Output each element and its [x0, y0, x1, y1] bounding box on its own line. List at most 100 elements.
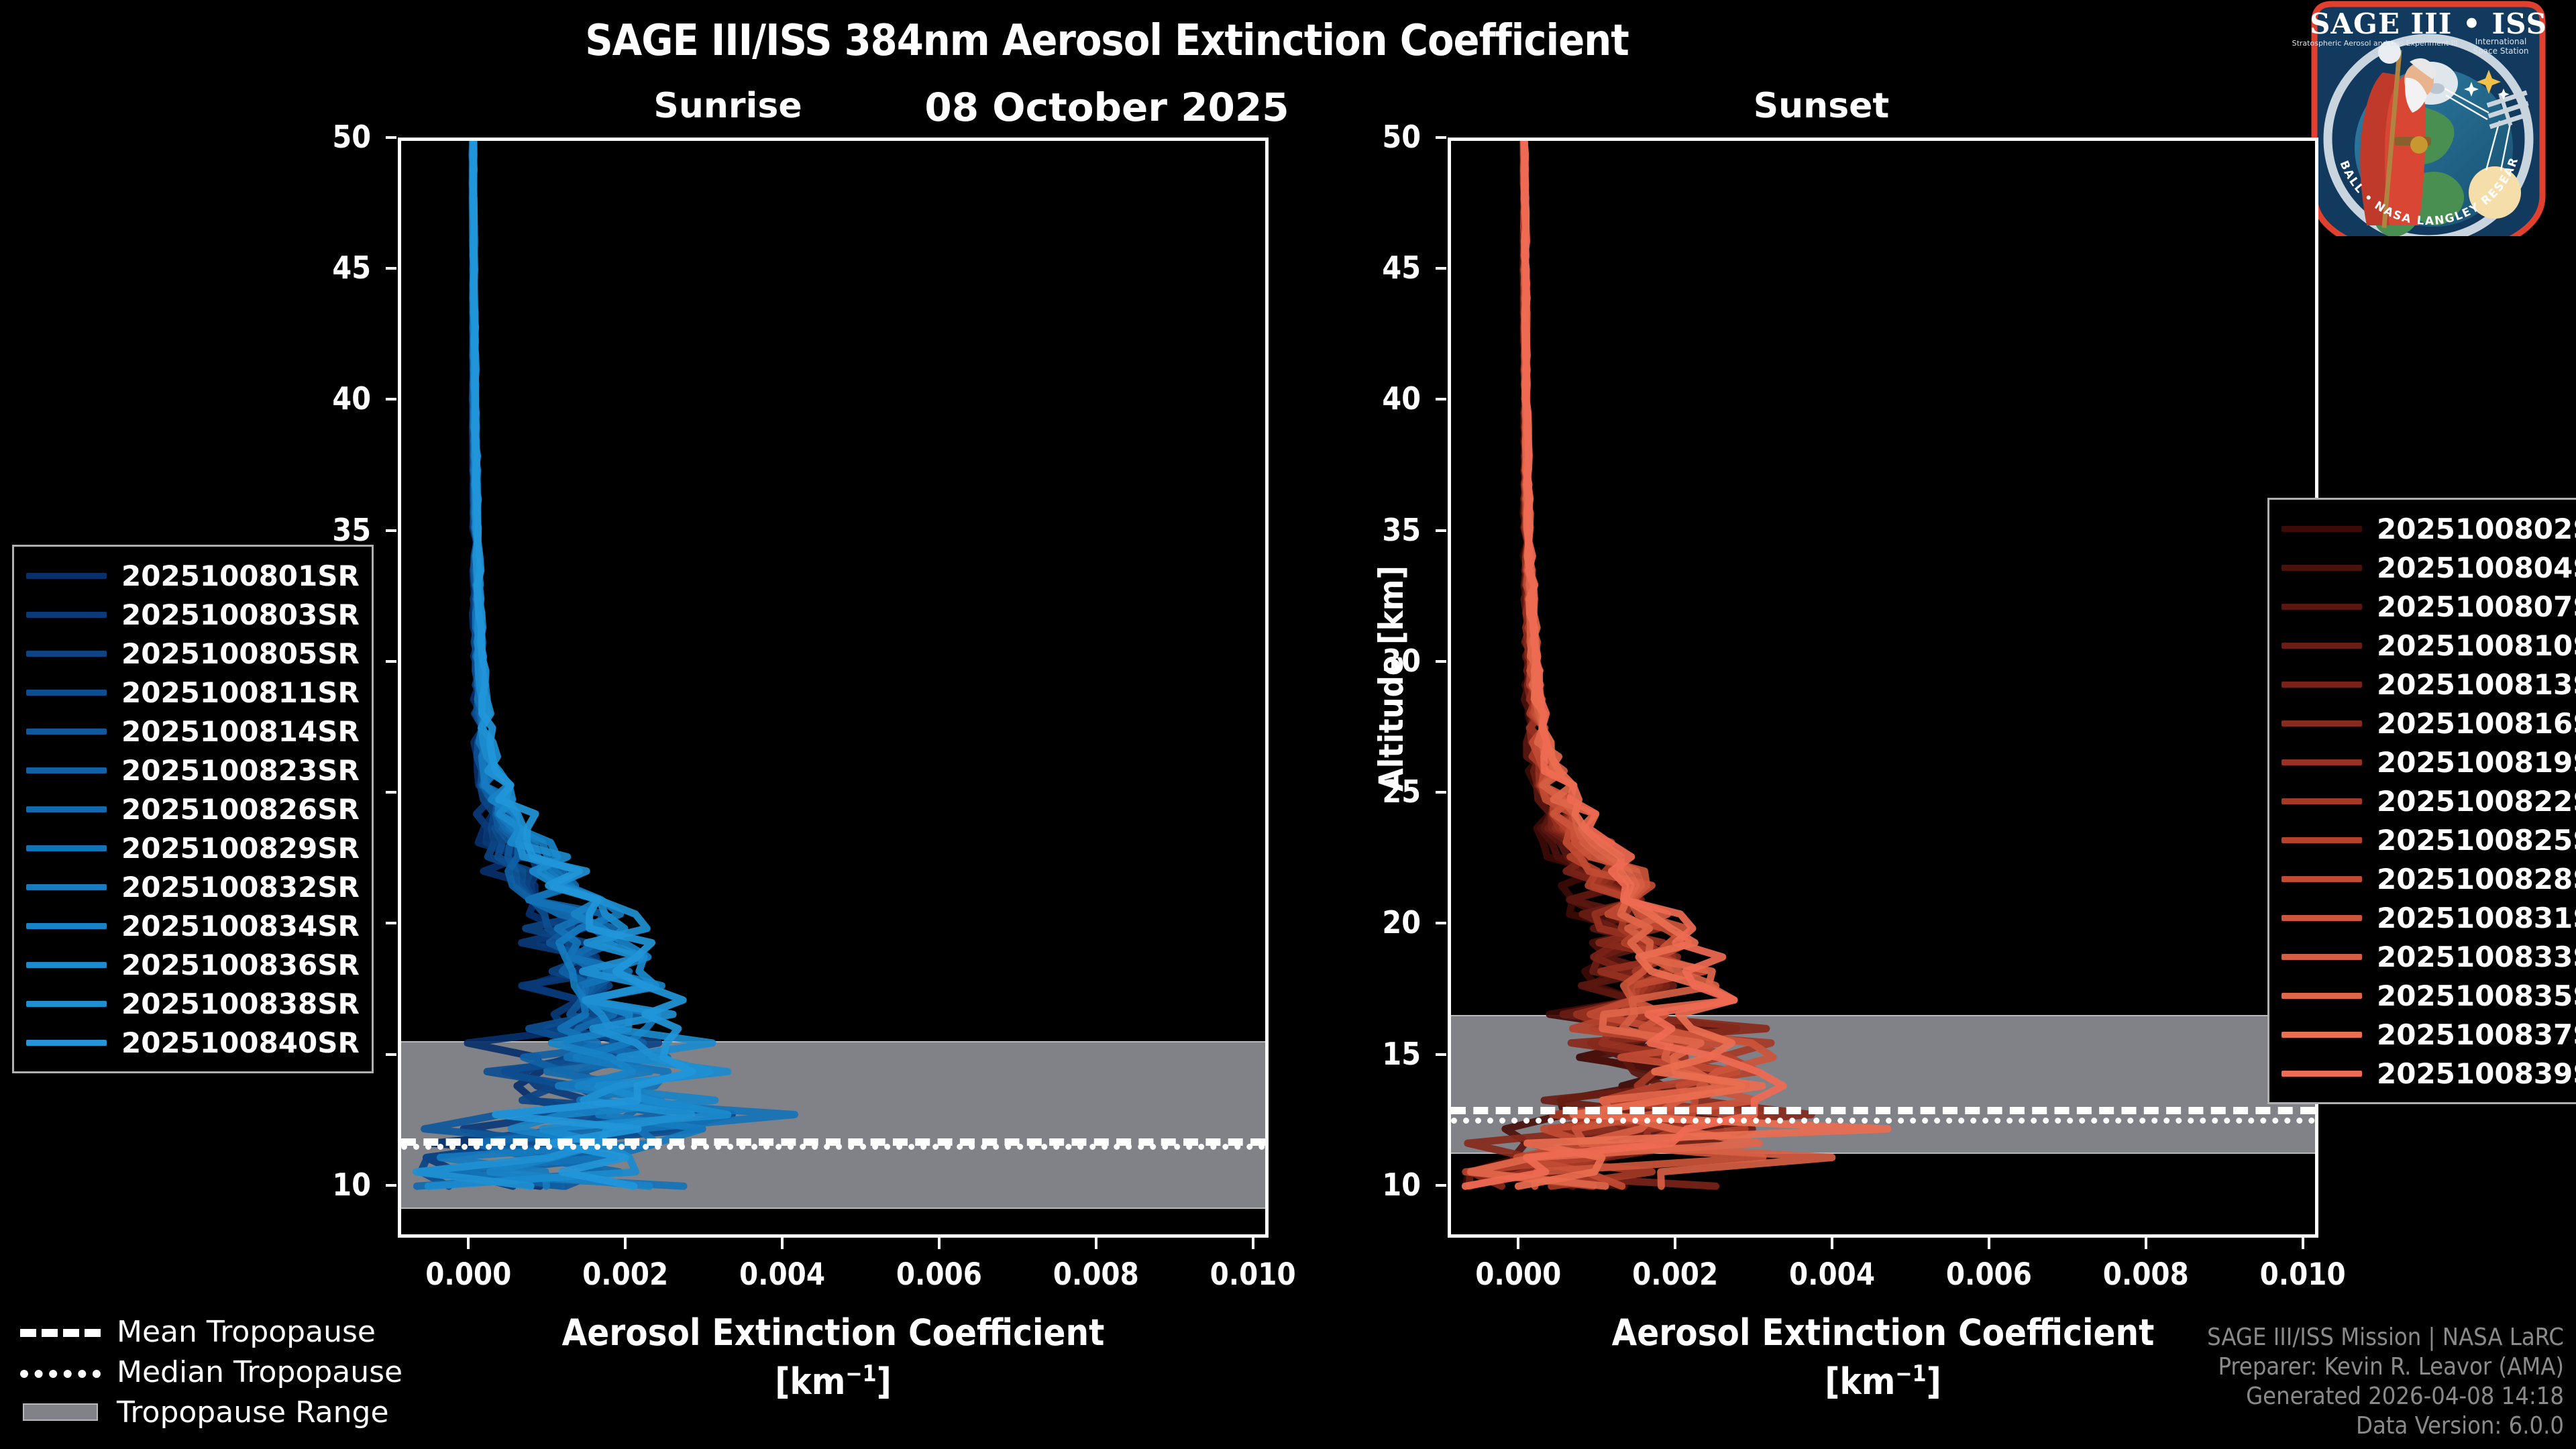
legend-label: 2025100825SS	[2377, 823, 2576, 857]
x-tick-mark	[1674, 1238, 1677, 1249]
y-axis-label-sunset: Altitude [km]	[1372, 566, 1411, 792]
y-tick-label: 10	[332, 1166, 371, 1203]
legend-color-swatch	[2282, 992, 2362, 999]
x-axis-label-sunrise: Aerosol Extinction Coefficient [km−1]	[398, 1311, 1269, 1403]
legend-item[interactable]: 2025100816SS	[2282, 704, 2576, 743]
mean-tropopause-line	[1451, 1106, 2315, 1114]
legend-item[interactable]: 2025100837SS	[2282, 1015, 2576, 1054]
legend-item[interactable]: 2025100807SS	[2282, 587, 2576, 626]
legend-item-median-tropopause[interactable]: Median Tropopause	[20, 1352, 402, 1392]
x-tick-label: 0.010	[2259, 1256, 2346, 1292]
legend-label: 2025100831SS	[2377, 901, 2576, 934]
svg-text:International: International	[2475, 37, 2527, 46]
legend-item[interactable]: 2025100813SS	[2282, 665, 2576, 704]
median-tropopause-line	[401, 1144, 1265, 1150]
legend-label-tropopause-range: Tropopause Range	[117, 1395, 389, 1430]
legend-label-mean-tropopause: Mean Tropopause	[117, 1314, 376, 1349]
legend-item[interactable]: 2025100803SR	[26, 595, 360, 634]
legend-item[interactable]: 2025100836SR	[26, 945, 360, 984]
legend-item[interactable]: 2025100811SR	[26, 673, 360, 712]
legend-item[interactable]: 2025100833SS	[2282, 937, 2576, 976]
y-tick-mark	[386, 659, 396, 663]
x-tick-label: 0.004	[739, 1256, 826, 1292]
y-tick-mark	[1436, 267, 1446, 270]
legend-item-tropopause-range[interactable]: Tropopause Range	[20, 1392, 402, 1432]
legend-item-mean-tropopause[interactable]: Mean Tropopause	[20, 1311, 402, 1352]
legend-item[interactable]: 2025100832SR	[26, 867, 360, 906]
y-tick-mark	[386, 1053, 396, 1056]
legend-item[interactable]: 2025100828SS	[2282, 859, 2576, 898]
svg-text:Space Station: Space Station	[2473, 46, 2528, 56]
plot-panel-sunset[interactable]	[1448, 138, 2318, 1238]
y-tick-label: 10	[1382, 1166, 1421, 1203]
x-tick-mark	[2144, 1238, 2147, 1249]
filled-band-icon	[20, 1403, 101, 1421]
legend-label: 2025100802SS	[2377, 512, 2576, 545]
subtitle-date: 08 October 2025	[924, 85, 1289, 130]
legend-item[interactable]: 2025100840SR	[26, 1023, 360, 1062]
legend-color-swatch	[26, 845, 107, 851]
footer-line-version: Data Version: 6.0.0	[2356, 1412, 2564, 1440]
legend-label: 2025100826SR	[121, 792, 360, 826]
legend-label-median-tropopause: Median Tropopause	[117, 1354, 403, 1389]
footer-credits: SAGE III/ISS Mission | NASA LaRC Prepare…	[2207, 1323, 2564, 1441]
legend-label: 2025100805SR	[121, 637, 360, 670]
profile-curves	[413, 141, 799, 1190]
y-tick-mark	[1436, 529, 1446, 532]
legend-sunset[interactable]: 2025100802SS 2025100804SS 2025100807SS 2025…	[2267, 498, 2576, 1104]
x-tick-label: 0.010	[1210, 1256, 1296, 1292]
y-tick-mark	[1436, 136, 1446, 139]
profile-line	[1461, 141, 1787, 1190]
legend-item[interactable]: 2025100831SS	[2282, 898, 2576, 937]
legend-item[interactable]: 2025100801SR	[26, 556, 360, 595]
legend-item[interactable]: 2025100829SR	[26, 828, 360, 867]
legend-label: 2025100819SS	[2377, 745, 2576, 779]
legend-item[interactable]: 2025100804SS	[2282, 548, 2576, 587]
legend-label: 2025100832SR	[121, 870, 360, 904]
legend-item[interactable]: 2025100838SR	[26, 984, 360, 1023]
legend-item[interactable]: 2025100823SR	[26, 751, 360, 790]
plot-area-sunrise	[401, 141, 1265, 1234]
x-axis-label-sunset: Aerosol Extinction Coefficient [km−1]	[1448, 1311, 2318, 1403]
plot-panel-sunrise[interactable]	[398, 138, 1269, 1238]
legend-color-swatch	[2282, 525, 2362, 532]
legend-label: 2025100822SS	[2377, 784, 2576, 818]
legend-item[interactable]: 2025100825SS	[2282, 820, 2576, 859]
y-tick-label: 25	[1382, 773, 1421, 810]
legend-item[interactable]: 2025100819SS	[2282, 743, 2576, 782]
legend-color-swatch	[2282, 798, 2362, 804]
y-tick-mark	[386, 791, 396, 794]
legend-color-swatch	[26, 728, 107, 735]
legend-item[interactable]: 2025100802SS	[2282, 509, 2576, 548]
legend-color-swatch	[2282, 914, 2362, 921]
legend-item[interactable]: 2025100839SS	[2282, 1054, 2576, 1093]
y-tick-mark	[386, 1183, 396, 1187]
y-tick-label: 50	[1382, 119, 1421, 155]
x-axis-label-text: Aerosol Extinction Coefficient	[561, 1311, 1105, 1354]
legend-item[interactable]: 2025100826SR	[26, 790, 360, 828]
legend-item[interactable]: 2025100822SS	[2282, 782, 2576, 820]
legend-item[interactable]: 2025100814SR	[26, 712, 360, 751]
y-tick-mark	[1436, 1183, 1446, 1187]
legend-label: 2025100807SS	[2377, 590, 2576, 623]
x-tick-mark	[1251, 1238, 1254, 1249]
legend-tropopause[interactable]: Mean Tropopause Median Tropopause Tropop…	[20, 1311, 402, 1432]
legend-item[interactable]: 2025100805SR	[26, 634, 360, 673]
legend-color-swatch	[26, 767, 107, 773]
legend-color-swatch	[26, 922, 107, 929]
legend-color-swatch	[26, 1000, 107, 1007]
legend-color-swatch	[2282, 837, 2362, 843]
y-tick-label: 20	[1382, 904, 1421, 941]
legend-color-swatch	[26, 650, 107, 657]
y-tick-label: 40	[1382, 380, 1421, 417]
legend-color-swatch	[2282, 603, 2362, 610]
legend-item[interactable]: 2025100835SS	[2282, 976, 2576, 1015]
legend-label: 2025100839SS	[2377, 1057, 2576, 1090]
x-tick-label: 0.002	[582, 1256, 669, 1292]
y-tick-label: 15	[1382, 1035, 1421, 1072]
footer-line-preparer: Preparer: Kevin R. Leavor (AMA)	[2218, 1353, 2564, 1381]
x-tick-label: 0.004	[1788, 1256, 1876, 1292]
legend-item[interactable]: 2025100810SS	[2282, 626, 2576, 665]
legend-item[interactable]: 2025100834SR	[26, 906, 360, 945]
legend-sunrise[interactable]: 2025100801SR 2025100803SR 2025100805SR 2025…	[12, 545, 374, 1073]
